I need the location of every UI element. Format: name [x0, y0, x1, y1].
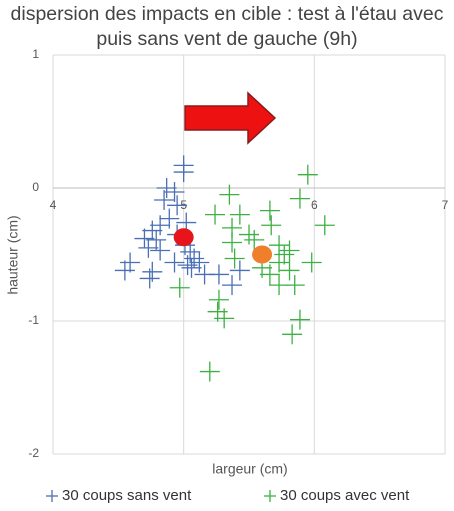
- point: [114, 260, 135, 281]
- point: [289, 309, 310, 330]
- point: [177, 255, 198, 276]
- point: [154, 189, 175, 210]
- y-tick-label: 0: [32, 180, 39, 194]
- point: [164, 181, 185, 202]
- legend-symbol: [264, 490, 276, 502]
- point: [229, 260, 250, 281]
- point: [229, 204, 250, 225]
- point: [150, 215, 171, 236]
- point: [219, 184, 240, 205]
- point: [301, 252, 322, 273]
- x-tick-label: 7: [442, 198, 449, 212]
- point: [214, 308, 235, 329]
- legend-label: 30 coups sans vent: [62, 487, 192, 504]
- y-axis-label: hauteur (cm): [5, 215, 21, 294]
- point: [169, 277, 190, 298]
- point: [167, 195, 188, 216]
- point: [199, 361, 220, 382]
- point: [142, 220, 163, 241]
- point: [164, 252, 185, 273]
- x-tick-label: 4: [50, 198, 57, 212]
- mean-marker: [252, 245, 273, 264]
- point: [181, 257, 202, 278]
- wind-arrow: [184, 91, 277, 145]
- point: [205, 204, 226, 225]
- point: [222, 217, 243, 238]
- chart-title: dispersion des impacts en cible : test à…: [10, 3, 444, 50]
- point: [134, 228, 155, 249]
- point: [284, 275, 305, 296]
- x-tick-label: 6: [311, 198, 318, 212]
- point: [138, 237, 159, 258]
- point: [156, 178, 177, 198]
- point: [297, 164, 318, 185]
- legend-label: 30 coups avec vent: [280, 487, 410, 504]
- x-axis-label: largeur (cm): [212, 461, 287, 477]
- point: [289, 188, 310, 209]
- point: [279, 260, 300, 281]
- point: [208, 289, 229, 310]
- point: [224, 248, 245, 269]
- point: [146, 229, 167, 250]
- point: [244, 229, 265, 250]
- point: [261, 215, 282, 236]
- point: [239, 224, 259, 245]
- point: [279, 240, 300, 261]
- y-tick-label: 1: [32, 47, 39, 61]
- point: [120, 252, 141, 273]
- point: [269, 252, 290, 273]
- y-tick-label: -1: [28, 313, 39, 327]
- point: [259, 264, 280, 285]
- point: [282, 324, 303, 345]
- point: [189, 252, 210, 273]
- y-tick-label: -2: [28, 446, 39, 460]
- point: [208, 264, 229, 285]
- point: [139, 268, 160, 289]
- legend-symbol: [46, 490, 58, 502]
- point: [314, 215, 335, 236]
- mean-marker: [173, 228, 194, 247]
- point: [150, 240, 171, 261]
- point: [173, 162, 194, 183]
- point: [222, 275, 243, 296]
- point: [274, 244, 295, 265]
- point: [269, 235, 290, 256]
- point: [259, 200, 280, 221]
